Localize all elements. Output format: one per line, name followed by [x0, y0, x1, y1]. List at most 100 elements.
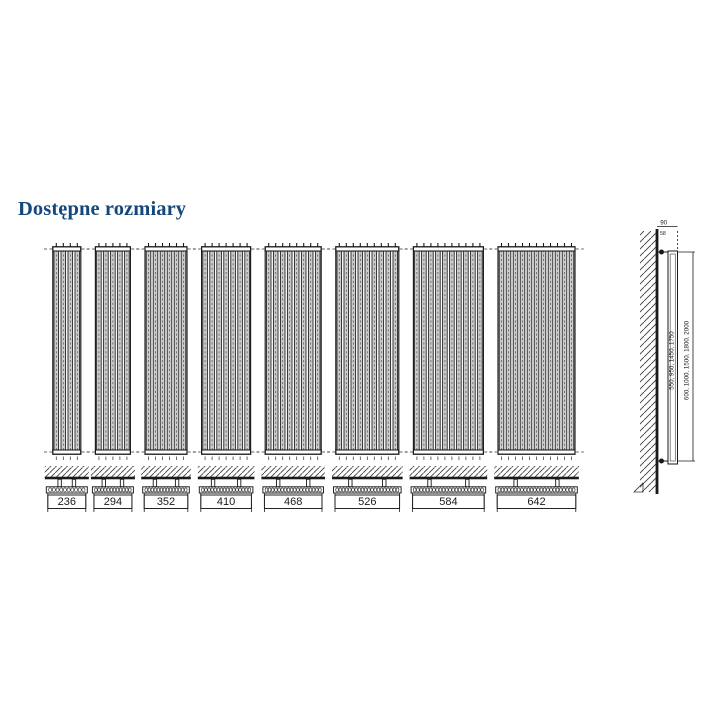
tube-fill	[421, 248, 427, 453]
mounting-stem	[71, 478, 77, 488]
mounting-stem	[465, 478, 470, 488]
side-wall-hatch	[640, 231, 657, 492]
plan-tube-circle	[526, 487, 531, 493]
wall-line	[261, 476, 325, 480]
tube-fill	[456, 248, 462, 453]
plan-tube-circle	[289, 487, 294, 493]
top-header-rail	[94, 246, 131, 252]
wall-line	[409, 476, 488, 480]
plan-tube-circle	[429, 487, 433, 493]
plan-tube-circle	[425, 487, 430, 493]
top-header-rail	[52, 246, 82, 252]
plan-tube-circle	[311, 487, 316, 493]
plan-tube-circle	[318, 487, 322, 493]
plan-tube-circle	[150, 487, 154, 493]
plan-tube-circle	[529, 487, 534, 493]
elevation-group	[52, 243, 576, 460]
plan-detail: 352	[141, 466, 191, 512]
panel-outline	[264, 246, 322, 455]
tube-fill	[287, 248, 292, 453]
plan-tube-circle	[441, 487, 446, 493]
plan-tube-circle	[147, 487, 151, 493]
tube-fill	[146, 248, 151, 453]
plan-tube-circle	[470, 487, 475, 493]
plan-tube-circle	[229, 487, 233, 493]
plan-tube-circle	[513, 487, 518, 493]
tube-fill	[470, 248, 476, 453]
plan-tube-circle	[70, 487, 75, 493]
wall-hatch	[409, 466, 488, 478]
plan-tube-circle	[536, 487, 540, 493]
plan-tube-circle	[559, 487, 563, 493]
plan-tube-circle	[293, 487, 297, 493]
radiator-elevation	[264, 243, 322, 460]
mounting-stem	[555, 478, 560, 488]
height-series-label-1: 600, 1000, 1500, 1800, 2000	[684, 320, 691, 400]
tube-fill	[181, 248, 186, 453]
plan-tube-circle	[66, 487, 71, 493]
plan-tube-circle	[354, 487, 358, 493]
tube-fill	[449, 248, 455, 453]
plan-tube-circle	[302, 487, 306, 493]
side-radiator-inner	[669, 253, 676, 462]
top-header-rail	[497, 246, 576, 252]
plan-tube-circle	[63, 487, 67, 493]
plan-tube-circle	[376, 487, 381, 493]
plan-tube-circle	[77, 487, 82, 493]
panel-body	[146, 248, 186, 453]
plan-tube-circle	[286, 487, 291, 493]
depth-dimension-label: 90	[660, 220, 667, 227]
radiator-elevation	[52, 243, 82, 460]
plan-tube-circle	[461, 487, 465, 493]
plan-tube-circle	[244, 487, 248, 493]
tube-fill	[527, 248, 532, 453]
side-radiator-profile	[667, 250, 678, 465]
tube-fill	[110, 248, 116, 453]
plan-tube-circle	[97, 487, 101, 493]
top-header-rail	[144, 246, 188, 252]
tube-fill	[117, 248, 123, 453]
plan-tube-circle	[74, 487, 78, 493]
tube-fill	[237, 248, 243, 453]
plan-tube-circle	[128, 487, 132, 493]
width-dimension-label: 294	[104, 496, 122, 508]
plan-tube-circle	[523, 487, 527, 493]
tube-fill	[351, 248, 356, 453]
tube-fill	[160, 248, 165, 453]
plan-tube-circle	[219, 487, 224, 493]
mounting-stem	[236, 478, 242, 488]
tube-fill	[54, 248, 59, 453]
tube-fill	[103, 248, 109, 453]
plan-tube-circle	[539, 487, 544, 493]
tube-fill	[337, 248, 342, 453]
plan-tube-circle	[562, 487, 566, 493]
plan-tube-circle	[103, 487, 107, 493]
wall-hatch	[332, 466, 403, 478]
page-title: Dostępne rozmiary	[18, 198, 187, 220]
plan-tube-circle	[395, 487, 400, 493]
tube-fill	[153, 248, 158, 453]
tube-fill	[61, 248, 66, 453]
plan-tube-circle	[201, 487, 205, 493]
plan-tube-circle	[341, 487, 346, 493]
tube-fill	[393, 248, 398, 453]
wall-line	[90, 476, 135, 480]
plan-tube-circle	[241, 487, 245, 493]
plan-tube-circle	[500, 487, 505, 493]
plan-tube-circle	[51, 487, 56, 493]
tube-fill	[379, 248, 384, 453]
panel-outline	[412, 246, 484, 455]
plan-tube-circle	[81, 487, 86, 493]
width-dimension-label: 410	[217, 496, 235, 508]
plan-tube-circle	[419, 487, 423, 493]
panel-outline	[144, 246, 188, 455]
plan-tube-circle	[159, 487, 164, 493]
width-dimension-label: 642	[527, 496, 545, 508]
width-dimension-label: 526	[358, 496, 376, 508]
plan-tube-circle	[271, 487, 275, 493]
panel-outline	[94, 246, 131, 455]
plan-tube-circle	[94, 487, 98, 493]
plan-tube-circle	[162, 487, 167, 493]
plan-detail-group: 236 294 352 410 468 526 584 642	[44, 466, 579, 512]
mounting-stem	[210, 478, 216, 488]
